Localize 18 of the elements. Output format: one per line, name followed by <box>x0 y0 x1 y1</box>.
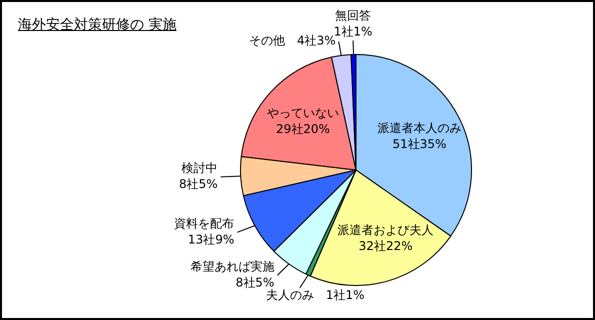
slice-label: 夫人のみ <box>266 288 314 302</box>
data-label: 32社22% <box>358 238 413 253</box>
data-label: 8社5% <box>236 276 274 290</box>
slice-label: やっていない <box>266 106 339 120</box>
slice-label: 派遣者本人のみ <box>377 121 462 136</box>
slice-label: 検討中 <box>182 161 218 176</box>
slice-label: その他 4社3% <box>249 34 336 48</box>
data-label: 1社1% <box>326 288 365 302</box>
slice-label: 希望あれば実施 <box>190 260 274 274</box>
data-label: 1社1% <box>334 24 372 39</box>
data-label: 29社20% <box>276 122 330 136</box>
data-label: 51社35% <box>392 137 446 152</box>
data-label: 8社5% <box>179 177 218 192</box>
slice-label: 資料を配布 <box>174 216 234 230</box>
slice-label: 派遣者および夫人 <box>338 222 434 237</box>
text: 海外安全対策研修の 実施 <box>18 16 176 34</box>
slice-label: 無回答 <box>335 8 372 23</box>
data-label: 13社9% <box>188 232 234 246</box>
